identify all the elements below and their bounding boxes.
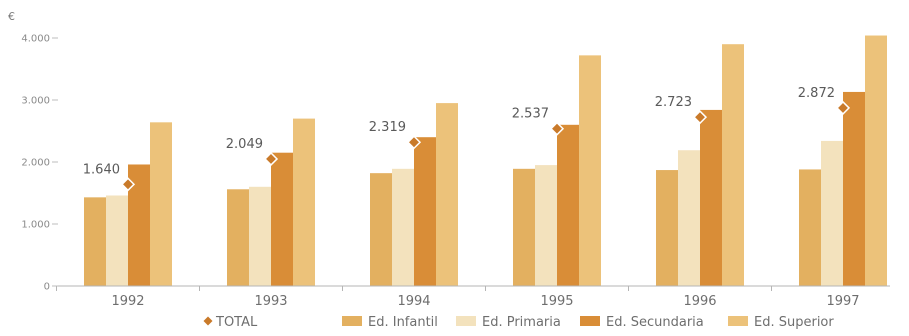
legend: TOTAL Ed. Infantil Ed. Primaria Ed. Secunda… [203,315,834,330]
x-tick-label: 1992 [111,294,144,309]
bar-ed-primaria-1996 [678,150,700,286]
x-tick-label: 1995 [540,294,573,309]
bar-ed-infantil-1995 [513,168,535,286]
y-tick-label: 3.000 [21,96,50,107]
x-tick-label: 1993 [254,294,287,309]
legend-label-ed-secundaria: Ed. Secundaria [606,315,704,330]
legend-swatch-ed-primaria [456,316,476,326]
legend-label-ed-superior: Ed. Superior [754,315,834,330]
total-marker-1996 [692,110,708,125]
x-tick-label: 1996 [683,294,716,309]
legend-swatch-ed-infantil [342,316,362,326]
legend-label-ed-primaria: Ed. Primaria [482,315,561,330]
bar-ed-infantil-1992 [84,197,106,286]
legend-swatch-ed-superior [728,316,748,326]
y-axis: 0 1.000 2.000 3.000 4.000 [21,34,58,293]
legend-label-ed-infantil: Ed. Infantil [368,315,438,330]
bar-ed-secundaria-1993 [271,152,293,286]
x-axis: 1992199319941995199619971998 [56,285,890,309]
total-marker-1993 [263,151,279,167]
total-marker-1994 [406,135,422,150]
bar-ed-primaria-1997 [821,140,843,286]
legend-swatch-total [203,316,213,326]
bar-ed-superior-1995 [579,55,601,286]
bar-ed-superior-1992 [150,122,172,286]
total-marker-1992 [120,177,136,192]
total-data-label-1995: 2.537 [512,107,549,122]
bar-ed-primaria-1992 [106,195,128,286]
bar-ed-superior-1994 [436,103,458,286]
bar-ed-secundaria-1994 [414,137,436,286]
y-tick-label: 0 [44,282,50,293]
bar-ed-superior-1997 [865,35,887,286]
x-tick-label: 1994 [397,294,430,309]
bar-ed-secundaria-1995 [557,124,579,286]
bar-ed-infantil-1994 [370,173,392,286]
total-data-label-1997: 2.872 [798,86,835,101]
legend-swatch-ed-secundaria [580,316,600,326]
total-data-label-1992: 1.640 [83,162,120,177]
bar-ed-secundaria-1992 [128,164,150,286]
total-marker-1997 [835,100,851,115]
y-tick-label: 1.000 [21,220,50,231]
bar-ed-superior-1993 [293,118,315,286]
total-marker-1995 [549,121,565,136]
bar-ed-infantil-1996 [656,170,678,286]
bar-ed-primaria-1994 [392,168,414,286]
bar-ed-secundaria-1997 [843,91,865,286]
bar-ed-primaria-1993 [249,186,271,286]
bars [84,35,887,287]
total-data-label-1996: 2.723 [655,95,692,110]
bar-ed-primaria-1995 [535,165,557,286]
bar-ed-superior-1996 [722,44,744,287]
y-unit-label: € [8,10,15,23]
bar-ed-infantil-1993 [227,189,249,286]
bar-ed-secundaria-1996 [700,109,722,286]
bar-ed-infantil-1997 [799,169,821,286]
y-tick-label: 2.000 [21,158,50,169]
x-tick-label: 1997 [826,294,859,309]
y-tick-label: 4.000 [21,34,50,45]
legend-label-total: TOTAL [215,315,258,330]
total-data-label-1994: 2.319 [369,120,406,135]
total-data-label-1993: 2.049 [226,137,263,152]
